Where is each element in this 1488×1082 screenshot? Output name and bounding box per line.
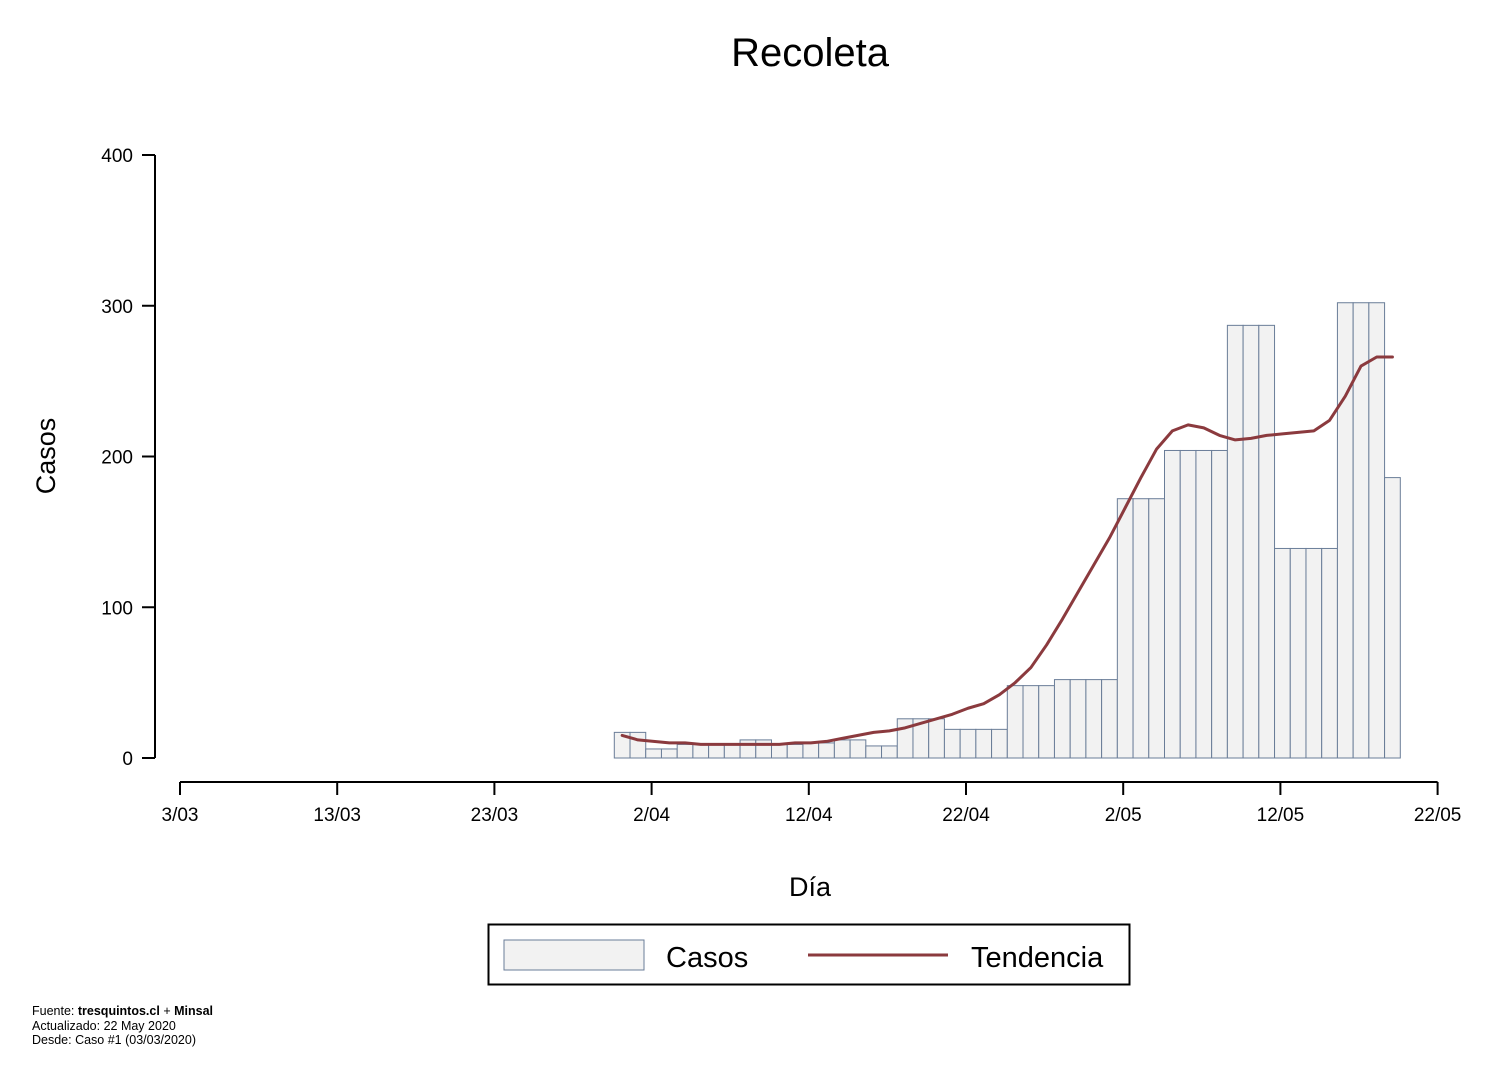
- legend: Casos Tendencia: [487, 923, 1131, 986]
- footer-source: Fuente: tresquintos.cl + Minsal: [32, 1004, 213, 1018]
- bar: [739, 739, 757, 759]
- bar: [1384, 477, 1401, 759]
- bar: [1132, 498, 1150, 759]
- bar: [1305, 547, 1323, 759]
- bar: [1038, 685, 1055, 759]
- y-axis: 0 100 200 300 400: [101, 146, 156, 770]
- x-tick-label: 12/05: [1257, 805, 1305, 826]
- bar: [708, 743, 725, 759]
- bar: [1164, 449, 1181, 759]
- bar: [676, 743, 694, 759]
- bar: [1226, 324, 1244, 759]
- bar: [896, 718, 914, 759]
- x-tick-label: 23/03: [471, 805, 519, 826]
- y-tick-label: 200: [101, 448, 133, 469]
- x-axis-label: Día: [789, 872, 832, 902]
- bar: [1179, 449, 1197, 759]
- bar: [818, 742, 835, 759]
- legend-label-casos: Casos: [666, 942, 748, 974]
- footer: Fuente: tresquintos.cl + Minsal Actualiz…: [32, 1004, 213, 1048]
- bar: [1006, 685, 1024, 759]
- bar: [755, 739, 773, 759]
- bar: [1116, 498, 1134, 759]
- y-tick-label: 400: [101, 146, 133, 167]
- bar: [1274, 547, 1291, 759]
- y-tick-label: 100: [101, 598, 133, 619]
- legend-label-tendencia: Tendencia: [971, 942, 1104, 974]
- bar: [1022, 685, 1040, 759]
- bar: [1101, 679, 1118, 759]
- bar: [1336, 302, 1354, 759]
- bar: [1195, 449, 1213, 759]
- x-tick-label: 2/05: [1105, 805, 1142, 826]
- bar: [786, 743, 804, 759]
- chart-title: Recoleta: [731, 31, 890, 75]
- bar: [975, 728, 993, 759]
- y-axis-label: Casos: [31, 418, 61, 495]
- bar: [959, 728, 977, 759]
- bar: [1085, 679, 1103, 759]
- bar: [645, 748, 662, 759]
- x-tick-label: 3/03: [162, 805, 199, 826]
- footer-updated: Actualizado: 22 May 2020: [32, 1018, 176, 1033]
- bar: [1148, 498, 1166, 759]
- bar: [1289, 547, 1307, 759]
- bar: [928, 718, 945, 759]
- bar: [865, 745, 883, 759]
- bar: [1242, 324, 1260, 759]
- bar: [833, 739, 851, 759]
- bar: [881, 745, 898, 759]
- bar: [660, 748, 678, 759]
- x-tick-label: 13/03: [313, 805, 361, 826]
- bar: [1352, 302, 1370, 759]
- bar: [629, 731, 647, 759]
- bar: [723, 743, 741, 759]
- y-tick-label: 0: [122, 749, 133, 770]
- trend-line: [620, 355, 1394, 746]
- bar: [771, 743, 788, 759]
- legend-swatch-casos: [503, 939, 645, 971]
- x-axis: 3/03 13/03 23/03 2/04 12/04 22/04 2/05 12/05 22/…: [162, 781, 1462, 826]
- bar: [1321, 547, 1338, 759]
- bar: [1211, 449, 1228, 759]
- footer-since: Desde: Caso #1 (03/03/2020): [32, 1033, 196, 1047]
- bar: [692, 743, 710, 759]
- bar: [802, 742, 820, 759]
- bar: [943, 728, 961, 759]
- bar: [849, 739, 867, 759]
- bar: [1069, 679, 1087, 759]
- x-tick-label: 2/04: [633, 805, 670, 826]
- bar: [1053, 679, 1071, 759]
- x-tick-label: 22/05: [1414, 805, 1462, 826]
- bar: [1258, 324, 1276, 759]
- bar: [991, 728, 1008, 759]
- x-tick-label: 22/04: [942, 805, 990, 826]
- bars: [613, 302, 1401, 759]
- bar: [1368, 302, 1386, 759]
- y-tick-label: 300: [101, 297, 133, 318]
- x-tick-label: 12/04: [785, 805, 833, 826]
